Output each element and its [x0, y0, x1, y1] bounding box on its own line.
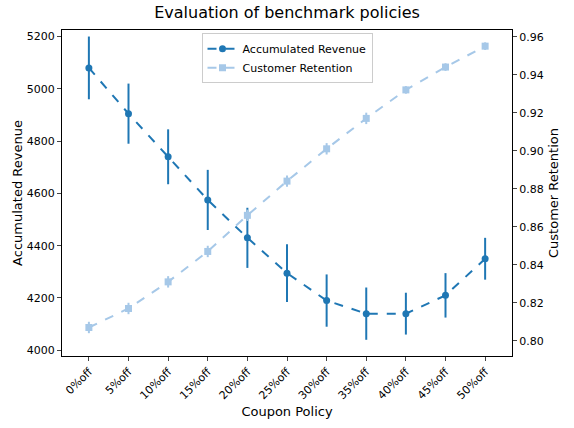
svg-text:40%off: 40%off — [375, 365, 412, 402]
svg-text:10%off: 10%off — [138, 365, 175, 402]
svg-text:15%off: 15%off — [177, 365, 214, 402]
svg-text:5000: 5000 — [27, 83, 55, 96]
svg-text:4200: 4200 — [27, 292, 55, 305]
svg-text:4400: 4400 — [27, 240, 55, 253]
svg-text:Accumulated Revenue: Accumulated Revenue — [243, 43, 367, 56]
svg-text:4800: 4800 — [27, 135, 55, 148]
svg-text:20%off: 20%off — [217, 365, 254, 402]
svg-text:0.82: 0.82 — [519, 297, 544, 310]
svg-text:45%off: 45%off — [415, 365, 452, 402]
svg-text:0.86: 0.86 — [519, 221, 544, 234]
svg-text:Coupon Policy: Coupon Policy — [241, 404, 333, 419]
svg-text:0.80: 0.80 — [519, 335, 544, 348]
svg-text:50%off: 50%off — [455, 365, 492, 402]
svg-text:5%off: 5%off — [103, 365, 135, 397]
svg-text:0.90: 0.90 — [519, 145, 544, 158]
svg-text:35%off: 35%off — [336, 365, 373, 402]
svg-text:0.96: 0.96 — [519, 31, 544, 44]
svg-text:Evaluation of benchmark polici: Evaluation of benchmark policies — [154, 3, 420, 22]
svg-text:25%off: 25%off — [256, 365, 293, 402]
svg-text:0%off: 0%off — [63, 365, 95, 397]
svg-text:Accumulated Revenue: Accumulated Revenue — [10, 120, 25, 266]
svg-text:0.88: 0.88 — [519, 183, 544, 196]
svg-text:Customer Retention: Customer Retention — [243, 62, 353, 75]
svg-text:0.84: 0.84 — [519, 259, 544, 272]
svg-text:0.92: 0.92 — [519, 107, 544, 120]
svg-text:0.94: 0.94 — [519, 69, 544, 82]
svg-text:5200: 5200 — [27, 30, 55, 43]
svg-text:4600: 4600 — [27, 187, 55, 200]
svg-text:30%off: 30%off — [296, 365, 333, 402]
svg-text:4000: 4000 — [27, 344, 55, 357]
svg-text:Customer Retention: Customer Retention — [546, 128, 561, 258]
